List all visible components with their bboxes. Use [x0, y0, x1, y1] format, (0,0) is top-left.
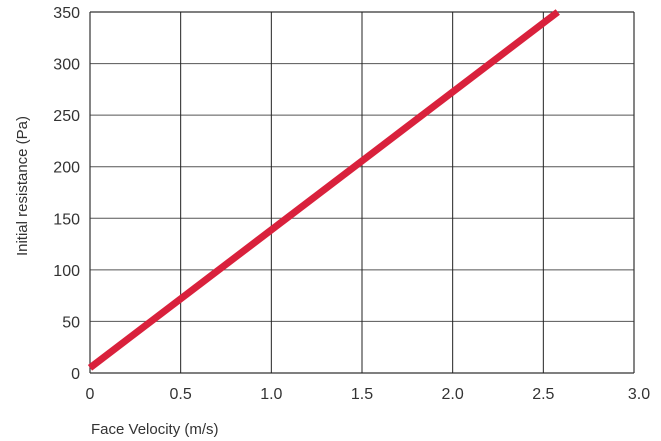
x-tick-label: 0.5	[170, 386, 192, 403]
x-tick-label: 0	[86, 386, 95, 403]
series-line	[87, 9, 560, 371]
y-axis-label: Initial resistance (Pa)	[14, 116, 31, 256]
x-tick-labels: 0 0.5 1.0 1.5 2.0 2.5 3.0	[86, 386, 651, 403]
grid	[89, 11, 635, 374]
y-tick-label: 50	[62, 314, 80, 331]
x-tick-label: 1.5	[351, 386, 373, 403]
y-tick-label: 350	[53, 5, 80, 22]
y-tick-label: 150	[53, 211, 80, 228]
series-layer	[87, 9, 560, 371]
y-tick-labels: 0 50 100 150 200 250 300 350	[53, 5, 80, 383]
y-tick-label: 100	[53, 263, 80, 280]
x-tick-label: 2.0	[442, 386, 464, 403]
y-tick-label: 200	[53, 160, 80, 177]
x-tick-label: 3.0	[628, 386, 650, 403]
x-tick-label: 2.5	[532, 386, 554, 403]
y-tick-label: 300	[53, 57, 80, 74]
y-tick-label: 250	[53, 108, 80, 125]
x-tick-label: 1.0	[260, 386, 282, 403]
y-tick-label: 0	[71, 366, 80, 383]
x-axis-label: Face Velocity (m/s)	[91, 421, 219, 438]
